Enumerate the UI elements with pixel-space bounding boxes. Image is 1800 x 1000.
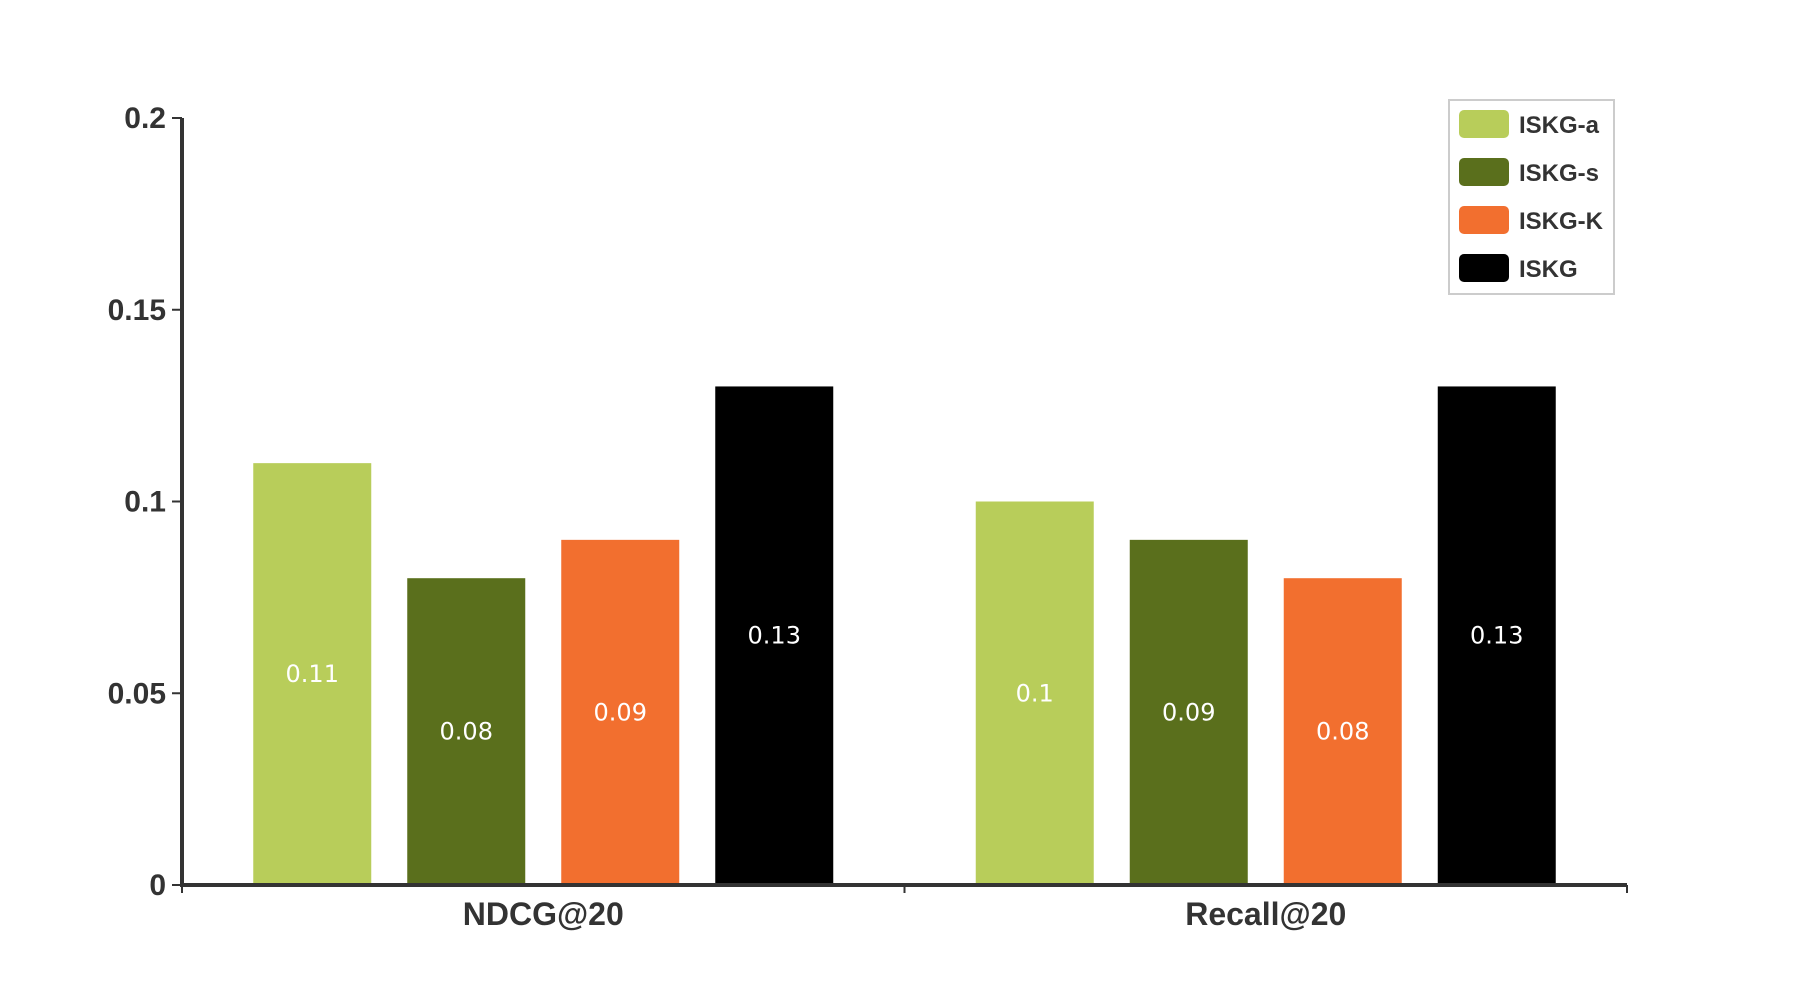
bar-iskg-s-ndcg-20 xyxy=(407,578,526,885)
data-label: 0.09 xyxy=(594,698,647,726)
legend-label: ISKG-a xyxy=(1519,112,1600,139)
legend-swatch xyxy=(1459,110,1509,138)
data-label: 0.13 xyxy=(748,622,801,650)
bar-iskg-a-ndcg-20 xyxy=(253,463,372,885)
bar-iskg-k-ndcg-20 xyxy=(561,539,680,885)
legend-label: ISKG-s xyxy=(1519,160,1599,187)
x-category-label: NDCG@20 xyxy=(463,896,624,932)
data-label: 0.1 xyxy=(1016,679,1054,707)
legend-label: ISKG-K xyxy=(1519,208,1604,235)
y-tick-label: 0.2 xyxy=(124,102,166,135)
bars-layer xyxy=(253,386,1556,885)
y-tick-label: 0.1 xyxy=(124,486,166,519)
y-tick-label: 0.15 xyxy=(108,294,166,327)
x-category-label: Recall@20 xyxy=(1185,896,1346,932)
legend-swatch xyxy=(1459,254,1509,282)
y-tick-label: 0.05 xyxy=(108,677,166,710)
legend-swatch xyxy=(1459,206,1509,234)
bar-iskg-s-recall-20 xyxy=(1129,539,1248,885)
labels-layer: 0.11 0.08 0.09 0.13 0.1 0.09 0.08 0.13 0 0.05 0.1 0… xyxy=(108,102,1524,932)
axes-layer xyxy=(172,117,1628,893)
data-label: 0.13 xyxy=(1470,622,1523,650)
legend: ISKG-a ISKG-s ISKG-K ISKG xyxy=(1448,99,1615,295)
data-label: 0.09 xyxy=(1162,698,1215,726)
y-tick-label: 0 xyxy=(149,869,166,902)
bar-iskg-a-recall-20 xyxy=(975,501,1094,885)
bar-iskg-recall-20 xyxy=(1437,386,1556,885)
legend-label: ISKG xyxy=(1519,256,1578,283)
data-label: 0.08 xyxy=(1316,718,1369,746)
data-label: 0.11 xyxy=(286,660,339,688)
data-label: 0.08 xyxy=(440,718,493,746)
bar-iskg-k-recall-20 xyxy=(1283,578,1402,885)
legend-swatch xyxy=(1459,158,1509,186)
bar-iskg-ndcg-20 xyxy=(715,386,834,885)
